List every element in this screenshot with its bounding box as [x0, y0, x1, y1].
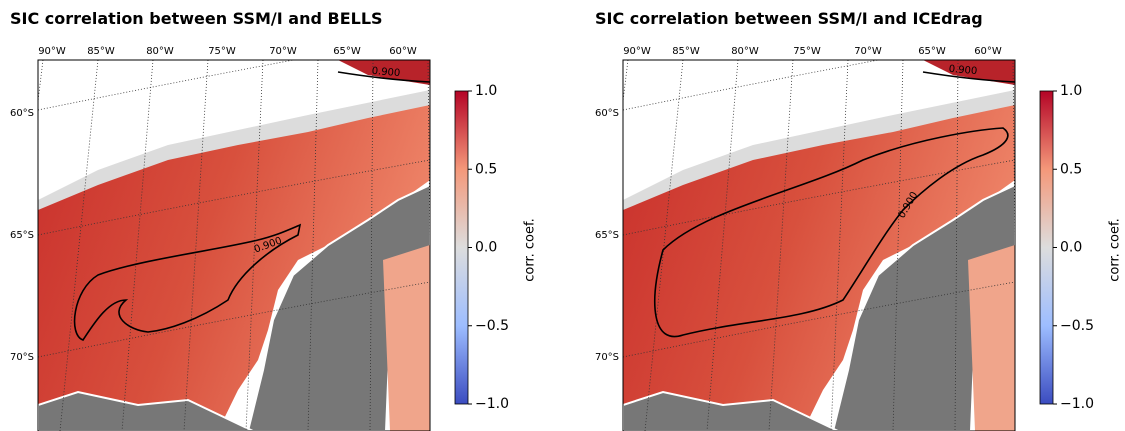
panel-title: SIC correlation between SSM/I and BELLS	[10, 9, 383, 28]
colorbar	[454, 90, 469, 405]
colorbar-tick-label: 1.0	[1060, 83, 1082, 99]
lat-label: 70°S	[10, 352, 34, 363]
parallel	[623, 159, 1015, 236]
lon-label: 80°W	[146, 46, 174, 57]
map-frame	[37, 59, 431, 431]
lat-label: 65°S	[595, 230, 619, 241]
colorbar-tick-label: 1.0	[475, 83, 497, 99]
contour-line	[337, 71, 430, 83]
lon-label: 85°W	[672, 46, 700, 57]
lon-label: 60°W	[389, 46, 417, 57]
meridian	[59, 60, 99, 431]
contour-line	[654, 127, 1009, 338]
land	[38, 390, 254, 431]
colorbar-label: corr. coef.	[523, 218, 538, 282]
colorbar-label: corr. coef.	[1108, 218, 1123, 282]
meridian	[121, 60, 154, 431]
contour-label: 0.900	[371, 66, 400, 79]
map-frame	[622, 59, 1016, 431]
panel: SIC correlation between SSM/I and BELLS 0…	[10, 9, 538, 431]
lon-label: 60°W	[974, 46, 1002, 57]
lat-label: 60°S	[595, 108, 619, 119]
colorbar-tick-label: −0.5	[1060, 318, 1094, 334]
parallel	[38, 159, 430, 236]
sea-ice-strip	[968, 245, 1015, 431]
lat-label: 70°S	[595, 352, 619, 363]
contour-label: 0.900	[948, 64, 977, 77]
sea-ice-correlation	[623, 105, 1015, 431]
lat-label: 60°S	[10, 108, 34, 119]
lat-label: 65°S	[10, 230, 34, 241]
lon-label: 65°W	[333, 46, 361, 57]
meridian	[245, 60, 264, 431]
colorbar-tick-label: 0.0	[1060, 240, 1082, 256]
meridian	[830, 60, 849, 431]
contour-line	[922, 71, 1015, 83]
panel: SIC correlation between SSM/I and ICEdra…	[595, 9, 1123, 431]
meridian	[369, 60, 374, 431]
parallel	[38, 281, 430, 358]
colorbar-tick-label: −1.0	[475, 396, 509, 412]
colorbar	[1039, 90, 1054, 405]
sea-ice-correlation	[38, 105, 430, 431]
meridian	[954, 60, 959, 431]
sea-ice-strip	[383, 245, 430, 431]
colorbar-tick-label: 0.5	[1060, 161, 1082, 177]
sea-ice-correlation	[923, 60, 1015, 85]
sea-ice-correlation	[338, 60, 430, 85]
land	[623, 390, 839, 431]
colorbar-tick-label: 0.0	[475, 240, 497, 256]
parallel	[623, 281, 1015, 358]
lon-label: 75°W	[208, 46, 236, 57]
panel-title: SIC correlation between SSM/I and ICEdra…	[595, 9, 983, 28]
lon-label: 65°W	[918, 46, 946, 57]
meridian	[183, 60, 209, 431]
colorbar-tick-label: −1.0	[1060, 396, 1094, 412]
meridian	[307, 60, 319, 431]
lon-label: 70°W	[854, 46, 882, 57]
lon-label: 80°W	[731, 46, 759, 57]
meridian	[644, 60, 684, 431]
lon-label: 90°W	[38, 46, 66, 57]
meridian	[706, 60, 739, 431]
meridian	[892, 60, 904, 431]
colorbar-tick-label: 0.5	[475, 161, 497, 177]
contour-line	[73, 223, 302, 341]
meridian	[768, 60, 794, 431]
lon-label: 70°W	[269, 46, 297, 57]
lon-label: 85°W	[87, 46, 115, 57]
lon-label: 90°W	[623, 46, 651, 57]
colorbar-tick-label: −0.5	[475, 318, 509, 334]
lon-label: 75°W	[793, 46, 821, 57]
